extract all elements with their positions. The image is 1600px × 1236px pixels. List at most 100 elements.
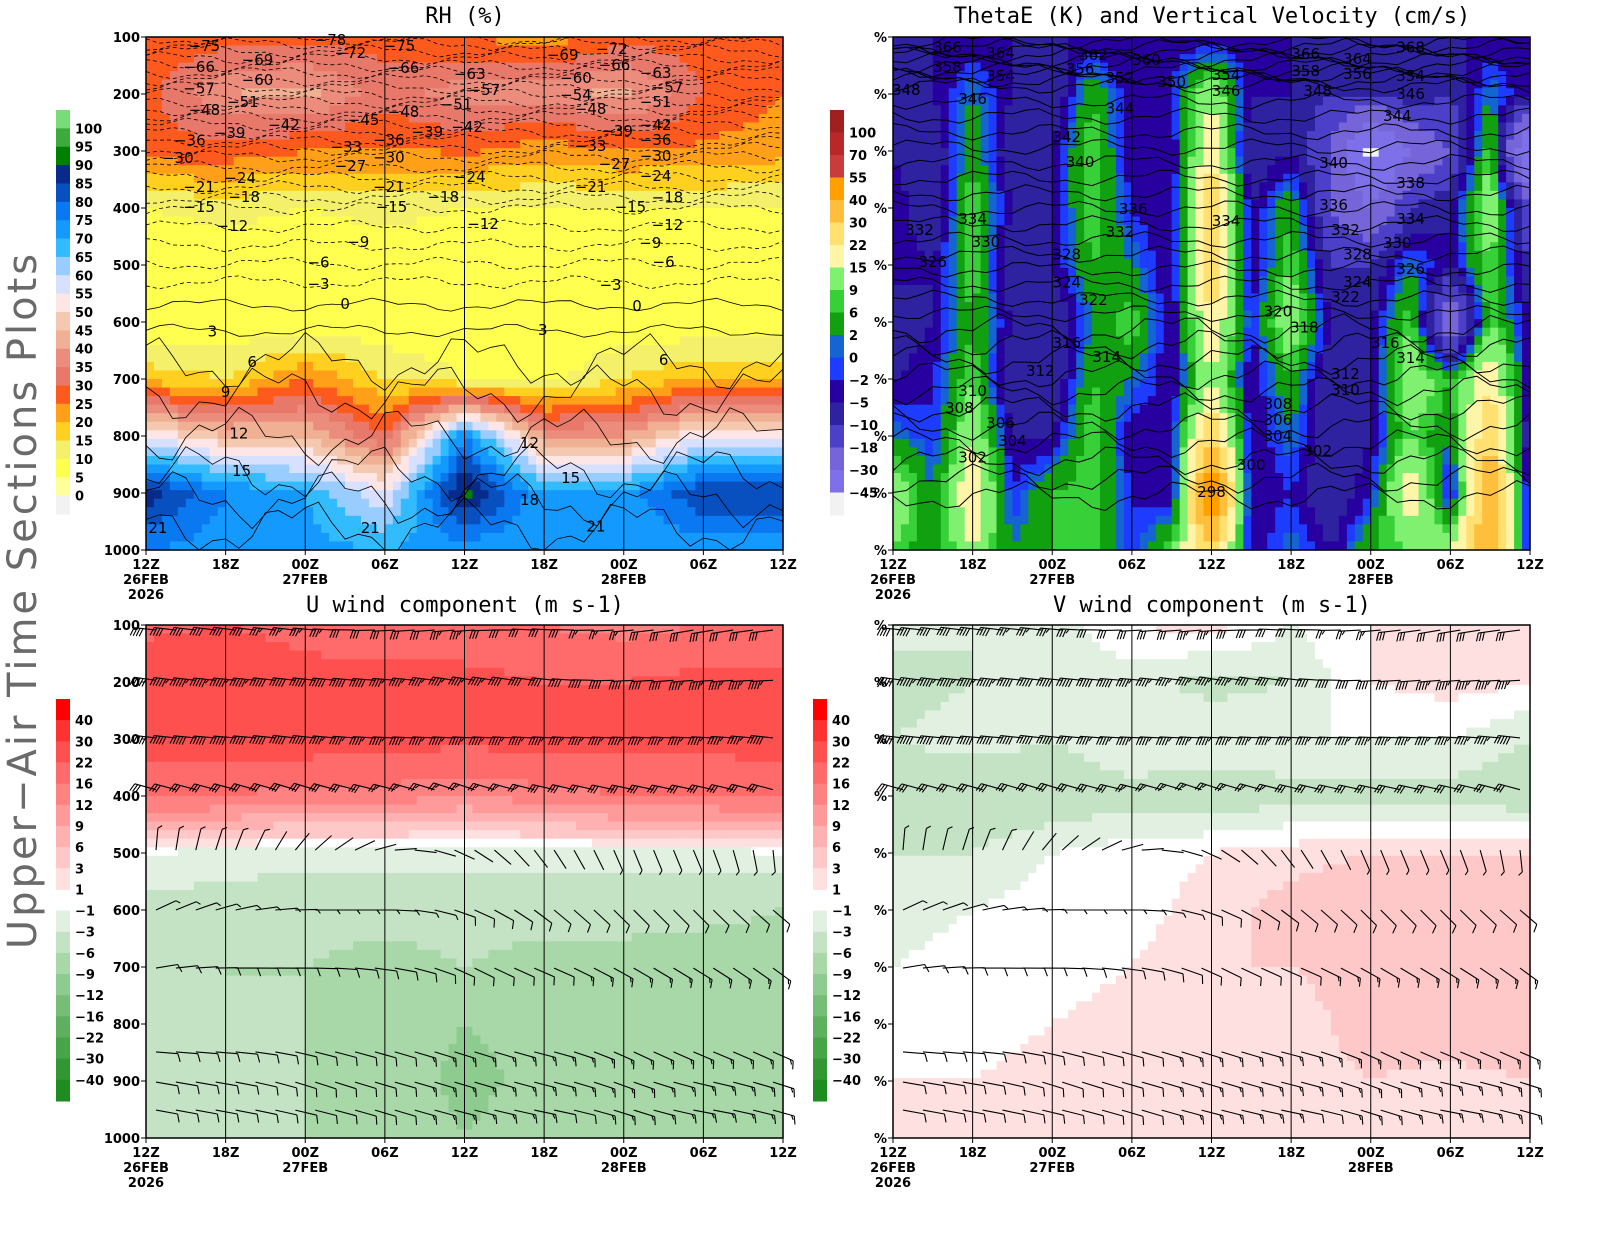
rh-cell [655,498,665,508]
rh-cell [360,387,370,397]
rh-cell [337,242,346,252]
rh-cell [400,139,410,149]
rh-cell [185,79,195,89]
rh-cell [743,438,752,448]
rh-cell [273,182,282,192]
rh-cell [432,122,442,132]
rh-cell [639,370,649,380]
rh-cell [528,267,537,277]
rh-cell [201,481,211,491]
rh-cell [376,370,386,380]
rh-cell [671,421,681,431]
rh-cell [663,37,673,47]
rh-cell [265,473,274,483]
rh-cell [353,190,362,201]
rh-cell [504,541,513,551]
rh-cell [217,524,227,534]
rh-cell [281,96,290,106]
rh-cell [464,71,474,81]
rh-cell [368,173,378,183]
rh-cell [241,336,251,346]
rh-cell [241,515,251,525]
rh-cell [289,438,298,448]
rh-contour-label: −21 [183,178,215,196]
rh-cell [177,54,187,64]
rh-cell [775,54,784,64]
rh-cell [695,122,704,132]
rh-cell [703,62,712,72]
rh-cell [591,507,601,517]
rh-cell [719,113,728,124]
rh-cell [448,396,458,406]
rh-cell [504,148,513,158]
rh-cell [297,293,306,303]
rh-cell [528,54,537,64]
rh-cell [281,430,290,440]
rh-cell [568,421,577,431]
rh-cell [416,105,426,115]
rh-cell [201,361,211,372]
rh-cell [472,319,482,329]
rh-cell [353,490,362,500]
rh-cell [201,190,211,201]
rh-cell [751,54,760,64]
rh-cell [456,421,466,431]
rh-cell [217,430,227,440]
rh-cell [416,344,426,354]
rh-cell [583,336,593,346]
rh-cell [146,353,155,363]
rh-cell [448,490,458,500]
rh-cell [424,413,434,423]
rh-cell [767,105,776,115]
rh-cell [432,379,442,389]
rh-cell [265,208,274,218]
rh-cell [536,387,545,397]
rh-cell [193,173,203,183]
rh-cell [727,156,736,166]
rh-cell [329,396,338,406]
rh-cell [560,404,569,414]
rh-cell [448,507,458,517]
rh-contour-label: 0 [340,295,350,313]
rh-cell [480,173,489,183]
rh-cell [512,532,521,543]
rh-cell [265,199,274,209]
rh-cell [663,62,673,72]
rh-cell [146,62,155,72]
rh-cell [384,541,394,551]
rh-cell [329,190,338,201]
rh-cell [552,490,561,500]
rh-cell [575,190,585,201]
rh-cell [528,319,537,329]
rh-cell [599,208,609,218]
rh-cell [329,71,338,81]
rh-cell [751,302,760,312]
rh-cell [281,62,290,72]
rh-cell [161,541,171,551]
rh-cell [711,336,720,346]
rh-cell [496,79,505,89]
rh-cell [512,105,521,115]
rh-cell [583,113,593,124]
rh-cell [384,173,394,183]
rh-cell [560,79,569,89]
rh-cell [273,473,282,483]
rh-cell [480,113,489,124]
rh-cell [337,481,346,491]
rh-cell [153,37,163,47]
rh-cell [552,447,561,457]
rh-cell [297,310,306,320]
rh-cell [735,250,744,260]
rh-cell [337,79,346,89]
rh-cell [153,250,163,260]
rh-cell [663,438,673,448]
rh-cell [265,344,274,354]
rh-cell [599,88,609,98]
rh-cell [209,250,219,260]
rh-cell [257,88,267,98]
rh-cell [695,233,704,243]
rh-cell [711,131,720,141]
rh-cell [591,302,601,312]
rh-cell [376,250,386,260]
rh-cell [273,259,282,269]
